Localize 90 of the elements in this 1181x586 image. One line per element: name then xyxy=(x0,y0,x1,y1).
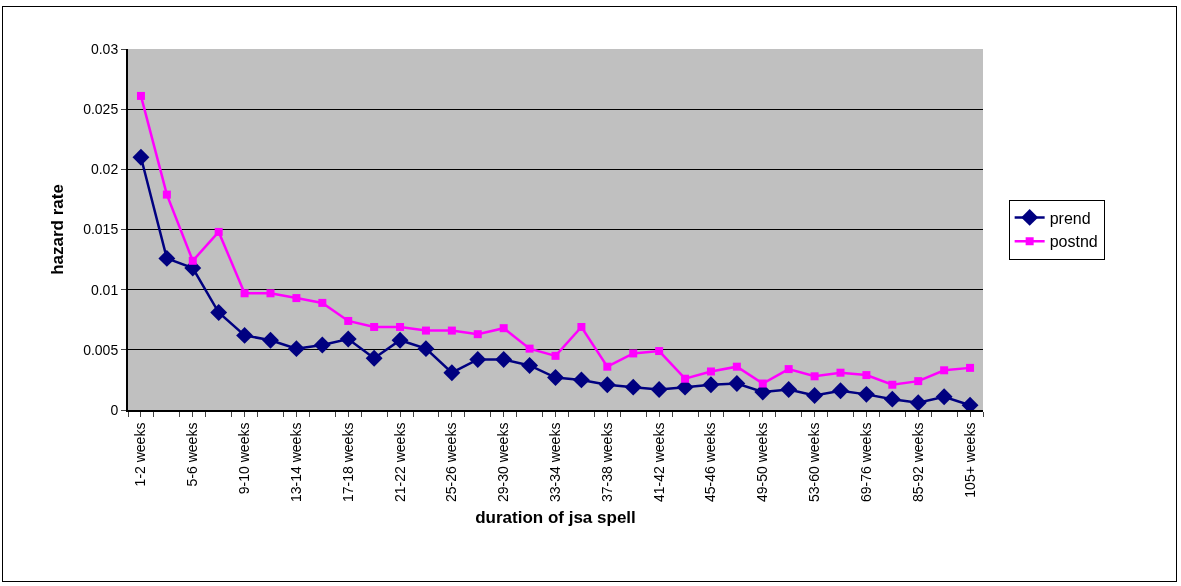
point xyxy=(728,375,746,392)
point xyxy=(521,357,539,374)
y-tick-label: 0.025 xyxy=(83,101,119,118)
point xyxy=(339,330,357,348)
x-tick-label: 85-92 weeks xyxy=(909,422,926,502)
point xyxy=(214,227,223,236)
x-tick-label: 9-10 weeks xyxy=(236,422,253,495)
x-tick-label: 21-22 weeks xyxy=(391,422,408,502)
point xyxy=(883,390,901,408)
point xyxy=(758,379,767,388)
point xyxy=(469,351,487,368)
point xyxy=(780,381,798,398)
point xyxy=(732,362,741,371)
point xyxy=(396,322,405,331)
point xyxy=(370,322,379,331)
point xyxy=(318,298,327,307)
x-tick-label: 33-34 weeks xyxy=(547,422,564,502)
y-axis-title: hazard rate xyxy=(48,184,68,275)
point xyxy=(598,376,616,394)
point xyxy=(940,366,949,375)
point xyxy=(313,336,331,354)
point xyxy=(421,326,430,335)
point xyxy=(806,387,824,405)
point xyxy=(266,289,275,298)
x-axis-title: duration of jsa spell xyxy=(475,507,636,527)
point xyxy=(914,377,923,386)
point xyxy=(551,351,560,360)
point xyxy=(499,324,508,333)
point xyxy=(292,294,301,303)
point xyxy=(188,256,197,265)
point xyxy=(784,365,793,374)
point xyxy=(236,326,254,344)
point xyxy=(572,371,590,389)
y-tick-label: 0 xyxy=(110,401,119,418)
legend-label: prend xyxy=(1049,209,1091,227)
y-tick-label: 0.015 xyxy=(83,221,119,238)
point xyxy=(603,362,612,371)
point xyxy=(447,326,456,335)
point xyxy=(629,349,638,358)
y-tick-label: 0.01 xyxy=(90,281,119,298)
x-tick-label: 25-26 weeks xyxy=(443,422,460,502)
point xyxy=(650,381,668,398)
point xyxy=(966,363,975,372)
x-tick-label: 37-38 weeks xyxy=(598,422,615,502)
legend-label: postnd xyxy=(1049,233,1098,251)
x-tick-label: 29-30 weeks xyxy=(495,422,512,502)
x-tick-label: 49-50 weeks xyxy=(754,422,771,502)
x-tick-label: 45-46 weeks xyxy=(702,422,719,502)
point xyxy=(210,304,228,321)
y-tick-label: 0.005 xyxy=(83,341,119,358)
point xyxy=(344,316,353,325)
point xyxy=(909,394,927,410)
point xyxy=(888,380,897,389)
point xyxy=(262,331,279,349)
point xyxy=(547,369,564,386)
y-tick-label: 0.02 xyxy=(90,161,119,178)
x-tick-label: 41-42 weeks xyxy=(650,422,667,502)
point xyxy=(132,148,150,166)
point xyxy=(810,372,819,381)
point xyxy=(836,368,845,377)
point xyxy=(706,367,715,376)
point xyxy=(624,378,642,396)
point xyxy=(287,340,305,358)
x-tick-label: 17-18 weeks xyxy=(339,422,356,502)
point xyxy=(655,347,664,356)
point xyxy=(935,388,953,406)
x-tick-label: 105+ weeks xyxy=(961,422,978,498)
point xyxy=(365,349,383,367)
point xyxy=(473,330,482,339)
point xyxy=(681,374,690,383)
point xyxy=(862,371,871,380)
y-tick-label: 0.03 xyxy=(90,40,119,57)
point xyxy=(391,331,409,349)
point xyxy=(857,385,875,403)
point xyxy=(136,91,145,100)
point xyxy=(158,249,176,267)
x-tick-label: 1-2 weeks xyxy=(132,422,149,487)
point xyxy=(577,322,586,331)
x-tick-label: 53-60 weeks xyxy=(806,422,823,502)
point xyxy=(495,351,513,368)
x-tick-label: 13-14 weeks xyxy=(287,422,304,502)
x-tick-label: 5-6 weeks xyxy=(184,422,201,487)
point xyxy=(162,190,171,199)
x-tick-label: 69-76 weeks xyxy=(857,422,874,502)
point xyxy=(525,344,534,353)
point xyxy=(832,382,849,400)
point xyxy=(417,340,435,358)
point xyxy=(702,376,720,394)
point xyxy=(240,289,249,298)
point xyxy=(443,364,461,382)
